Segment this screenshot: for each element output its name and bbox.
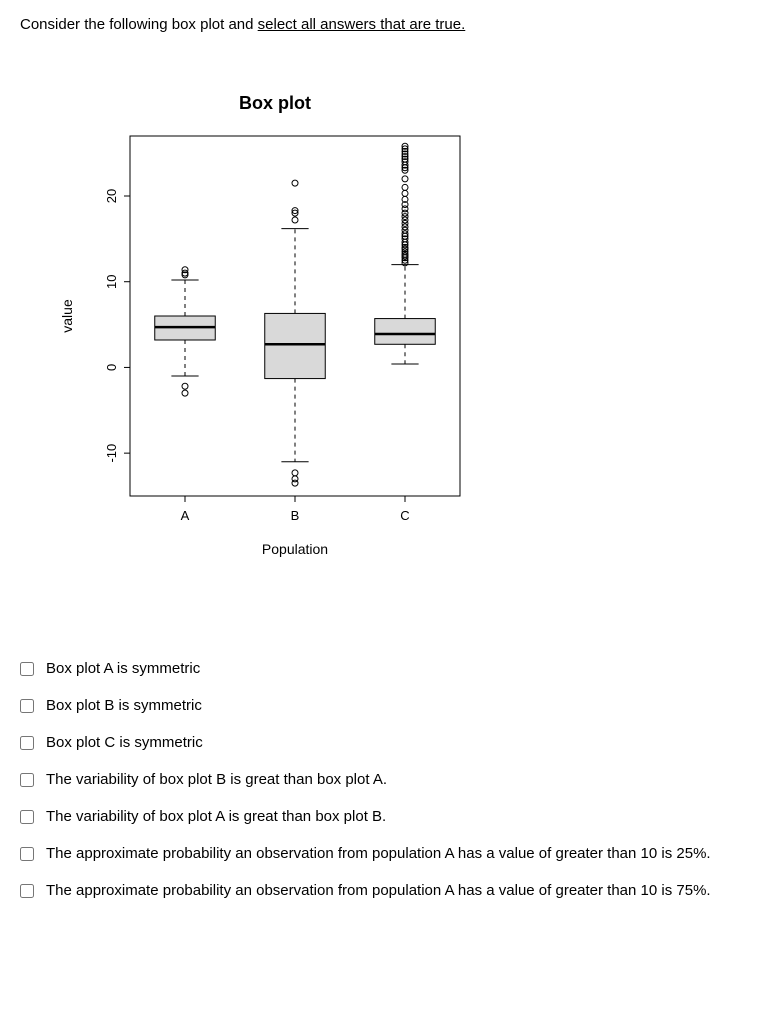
answer-row[interactable]: The approximate probability an observati…	[20, 835, 761, 872]
svg-text:value: value	[59, 299, 75, 333]
answer-checkbox[interactable]	[20, 847, 34, 861]
svg-text:C: C	[400, 508, 409, 523]
answer-checkbox[interactable]	[20, 884, 34, 898]
question-underlined: select all answers that are true.	[258, 16, 466, 33]
answer-checkbox[interactable]	[20, 773, 34, 787]
answer-label: Box plot A is symmetric	[46, 660, 200, 677]
answer-row[interactable]: Box plot C is symmetric	[20, 724, 761, 761]
answer-label: The variability of box plot B is great t…	[46, 771, 387, 788]
answer-list: Box plot A is symmetric Box plot B is sym…	[20, 650, 761, 909]
svg-text:B: B	[291, 508, 300, 523]
answer-row[interactable]: Box plot A is symmetric	[20, 650, 761, 687]
answer-checkbox[interactable]	[20, 662, 34, 676]
svg-text:Population: Population	[262, 541, 328, 557]
answer-label: The variability of box plot A is great t…	[46, 808, 386, 825]
svg-text:20: 20	[104, 189, 119, 203]
boxplot-svg: -10 0 10 20 value A B C Population	[40, 126, 470, 586]
answer-label: The approximate probability an observati…	[46, 845, 711, 862]
question-prefix: Consider the following box plot and	[20, 16, 258, 33]
answer-label: Box plot C is symmetric	[46, 734, 203, 751]
svg-text:A: A	[181, 508, 190, 523]
answer-row[interactable]: The variability of box plot A is great t…	[20, 798, 761, 835]
chart-title: Box plot	[40, 93, 470, 114]
answer-row[interactable]: Box plot B is symmetric	[20, 687, 761, 724]
answer-row[interactable]: The variability of box plot B is great t…	[20, 761, 761, 798]
answer-checkbox[interactable]	[20, 736, 34, 750]
svg-text:0: 0	[104, 364, 119, 371]
question-text: Consider the following box plot and sele…	[20, 16, 761, 33]
svg-text:-10: -10	[104, 444, 119, 463]
answer-checkbox[interactable]	[20, 810, 34, 824]
svg-text:10: 10	[104, 274, 119, 288]
answer-label: Box plot B is symmetric	[46, 697, 202, 714]
answer-row[interactable]: The approximate probability an observati…	[20, 872, 761, 909]
answer-label: The approximate probability an observati…	[46, 882, 711, 899]
boxplot-figure: Box plot -10 0 10 20 value A B C Population	[40, 93, 470, 590]
answer-checkbox[interactable]	[20, 699, 34, 713]
